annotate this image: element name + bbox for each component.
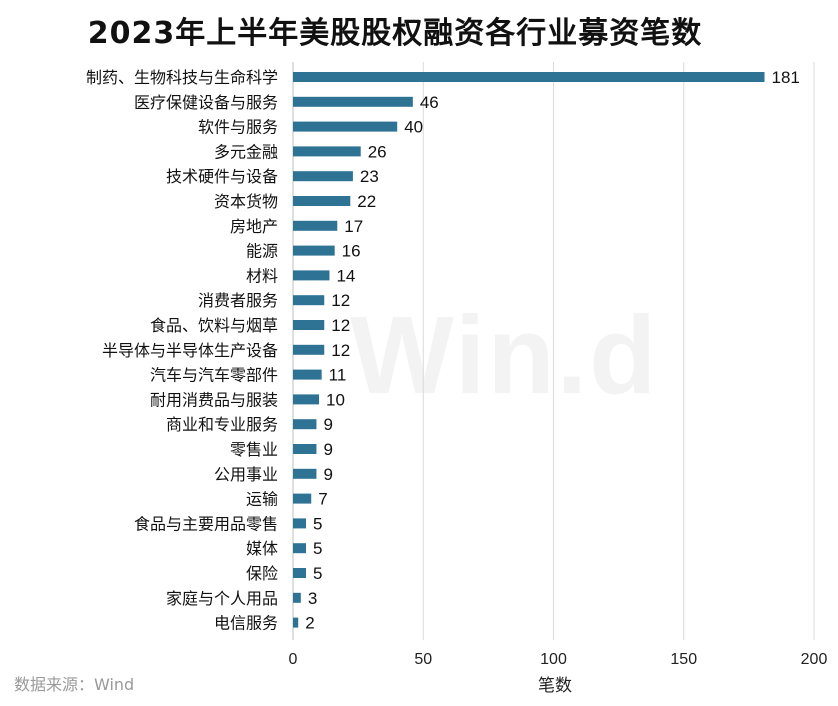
category-label: 公用事业	[214, 465, 278, 484]
value-label: 5	[313, 539, 322, 558]
value-label: 11	[329, 366, 347, 385]
value-label: 17	[344, 217, 363, 236]
value-labels: 181 46 40 26 23 22 17 16 14 12 12 12 11 10 9 9 9 7 5 5 5 3 2	[305, 68, 800, 633]
bar	[293, 369, 322, 380]
value-label: 5	[313, 514, 322, 533]
value-label: 181	[772, 68, 800, 87]
category-label: 技术硬件与设备	[166, 167, 278, 186]
category-label: 房地产	[230, 217, 278, 236]
bar	[293, 394, 320, 405]
value-label: 12	[331, 316, 350, 335]
x-tick-label: 0	[289, 651, 298, 668]
value-label: 2	[305, 614, 314, 633]
bar	[293, 592, 301, 603]
x-axis-label: 笔数	[538, 676, 572, 696]
bar	[293, 245, 335, 256]
value-label: 26	[368, 142, 387, 161]
data-source-note: 数据来源：Wind	[14, 675, 135, 694]
value-label: 9	[323, 415, 332, 434]
value-label: 12	[331, 291, 350, 310]
category-label: 零售业	[230, 440, 278, 459]
x-tick-label: 50	[414, 651, 432, 668]
category-label: 运输	[246, 490, 278, 509]
value-label: 7	[318, 490, 327, 509]
category-label: 半导体与半导体生产设备	[102, 341, 278, 360]
category-label: 医疗保健设备与服务	[134, 93, 278, 112]
value-label: 12	[331, 341, 350, 360]
x-axis-ticks: 0 50 100 150 200	[289, 651, 828, 668]
bar	[293, 270, 330, 281]
bar	[293, 171, 353, 182]
x-tick-label: 150	[670, 651, 697, 668]
value-label: 10	[326, 390, 345, 409]
value-label: 23	[360, 167, 379, 186]
bar	[293, 617, 299, 628]
value-label: 22	[357, 192, 376, 211]
bar	[293, 568, 307, 578]
bar	[293, 220, 338, 231]
bar	[293, 121, 398, 132]
bar	[293, 96, 413, 107]
bar	[293, 493, 312, 504]
category-label: 多元金融	[214, 142, 278, 161]
bar	[293, 146, 361, 157]
bar	[293, 196, 351, 206]
value-label: 9	[323, 440, 332, 459]
bars	[293, 72, 765, 628]
bar	[293, 468, 317, 479]
value-label: 5	[313, 564, 322, 583]
category-label: 资本货物	[214, 192, 278, 211]
bar	[293, 444, 317, 454]
category-label: 电信服务	[214, 614, 278, 633]
category-label: 软件与服务	[198, 118, 278, 137]
category-label: 保险	[246, 564, 278, 583]
bar	[293, 320, 325, 330]
watermark: Win.d	[350, 294, 659, 417]
category-label: 食品与主要用品零售	[134, 514, 278, 533]
category-labels: 制药、生物科技与生命科学医疗保健设备与服务软件与服务多元金融技术硬件与设备资本货…	[86, 68, 278, 633]
value-label: 16	[342, 242, 361, 261]
bar	[293, 72, 765, 82]
value-label: 14	[336, 266, 355, 285]
category-label: 媒体	[246, 539, 278, 558]
bar	[293, 419, 317, 430]
value-label: 3	[308, 589, 317, 608]
category-label: 家庭与个人用品	[166, 589, 278, 608]
bar	[293, 295, 325, 306]
bar	[293, 518, 307, 529]
x-tick-label: 100	[540, 651, 567, 668]
category-label: 材料	[246, 266, 278, 285]
category-label: 制药、生物科技与生命科学	[86, 68, 278, 87]
category-label: 消费者服务	[198, 291, 278, 310]
chart-title: 2023年上半年美股股权融资各行业募资笔数	[87, 16, 703, 51]
category-label: 商业和专业服务	[166, 415, 278, 434]
category-label: 能源	[246, 242, 278, 261]
bar	[293, 543, 307, 554]
category-label: 耐用消费品与服装	[150, 390, 278, 409]
value-label: 46	[420, 93, 439, 112]
value-label: 40	[404, 118, 423, 137]
category-label: 汽车与汽车零部件	[150, 366, 278, 385]
category-label: 食品、饮料与烟草	[150, 316, 278, 335]
x-tick-label: 200	[801, 651, 828, 668]
value-label: 9	[323, 465, 332, 484]
bar	[293, 344, 325, 355]
